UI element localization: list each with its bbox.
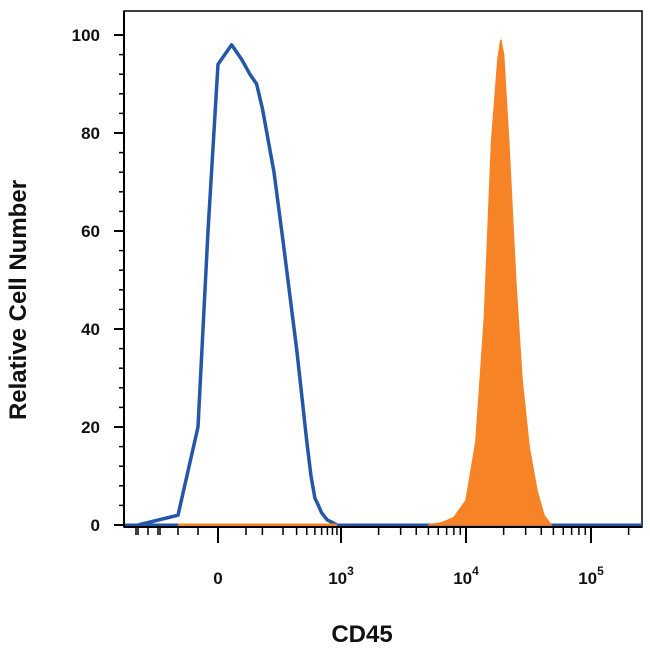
y-tick-label-60: 60 xyxy=(81,222,100,241)
y-tick-label-100: 100 xyxy=(72,26,100,45)
x-tick-label-0: 0 xyxy=(213,569,222,588)
x-axis-title: CD45 xyxy=(331,621,392,648)
ticks-layer xyxy=(114,34,630,543)
series-layer xyxy=(124,39,642,527)
y-axis-title: Relative Cell Number xyxy=(5,180,32,420)
series-line-0 xyxy=(137,43,338,527)
y-tick-label-40: 40 xyxy=(81,320,100,339)
y-tick-label-0: 0 xyxy=(91,516,100,535)
series-area-1 xyxy=(428,39,553,526)
x-tick-label-1: 103 xyxy=(328,564,354,588)
labels-layer: 0 20 40 60 80 100 0 103 104 105 xyxy=(72,26,604,588)
y-tick-label-80: 80 xyxy=(81,124,100,143)
plot-frame xyxy=(123,10,643,528)
x-tick-label-2: 104 xyxy=(453,564,479,588)
x-tick-label-3: 105 xyxy=(578,564,604,588)
y-tick-label-20: 20 xyxy=(81,418,100,437)
